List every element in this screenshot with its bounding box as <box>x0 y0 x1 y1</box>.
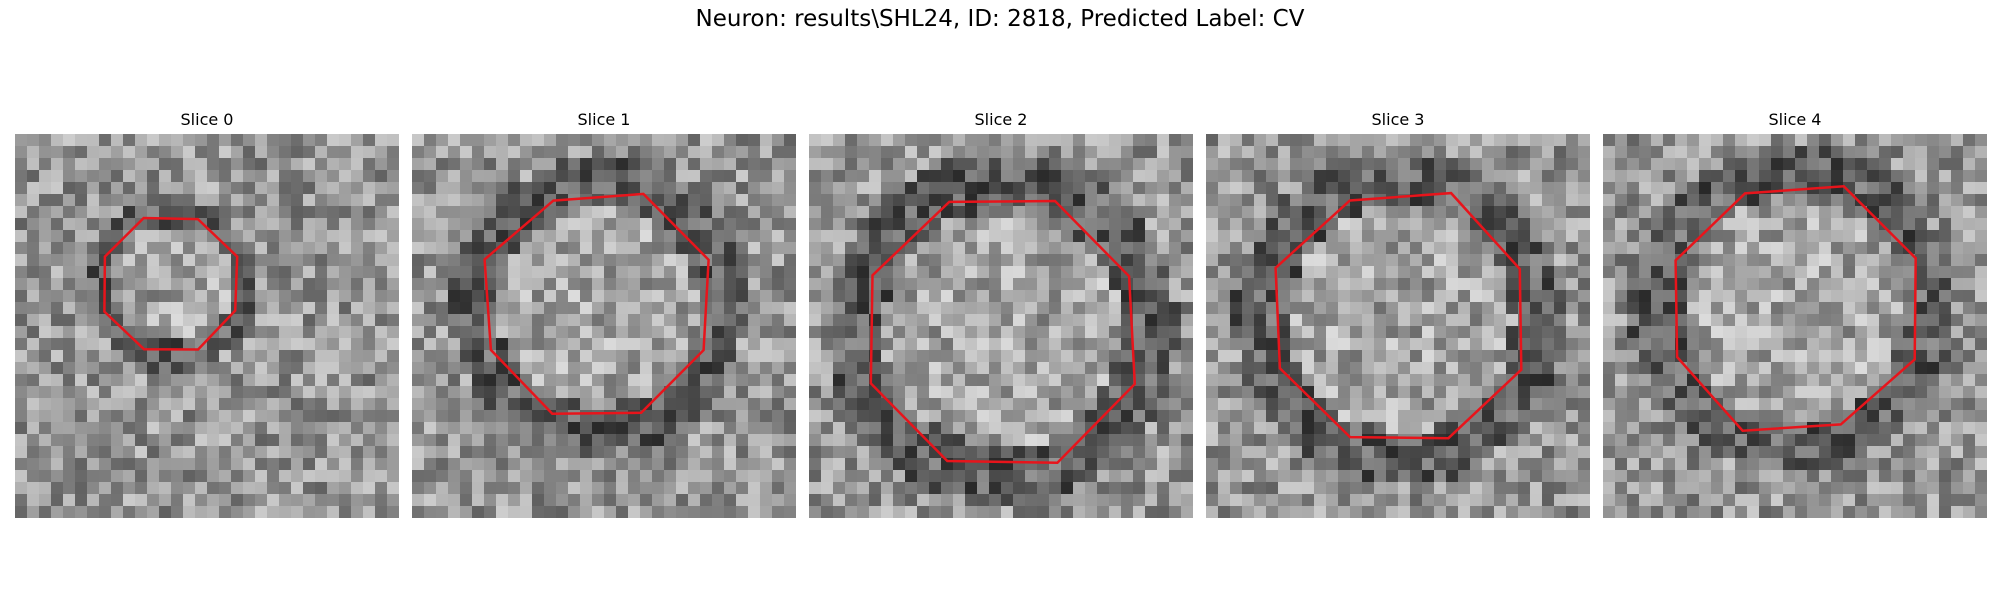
slice-title: Slice 2 <box>974 110 1028 129</box>
segmentation-contour <box>483 192 710 416</box>
slice-image <box>809 134 1193 518</box>
image-pixels <box>412 134 796 518</box>
figure-title: Neuron: results\SHL24, ID: 2818, Predict… <box>695 6 1305 32</box>
slice-image <box>15 134 399 518</box>
segmentation-contour <box>1274 191 1523 440</box>
image-pixels <box>1206 134 1590 518</box>
image-pixels <box>1603 134 1987 518</box>
slice-image <box>1206 134 1590 518</box>
slice-title: Slice 3 <box>1371 110 1425 129</box>
slice-image <box>412 134 796 518</box>
slice-title: Slice 0 <box>180 110 234 129</box>
segmentation-contour <box>1674 185 1917 432</box>
segmentation-contour <box>869 199 1137 465</box>
image-pixels <box>809 134 1193 518</box>
slice-title: Slice 1 <box>577 110 631 129</box>
slice-image <box>1603 134 1987 518</box>
image-pixels <box>15 134 399 518</box>
slice-title: Slice 4 <box>1768 110 1822 129</box>
segmentation-contour <box>103 216 239 351</box>
